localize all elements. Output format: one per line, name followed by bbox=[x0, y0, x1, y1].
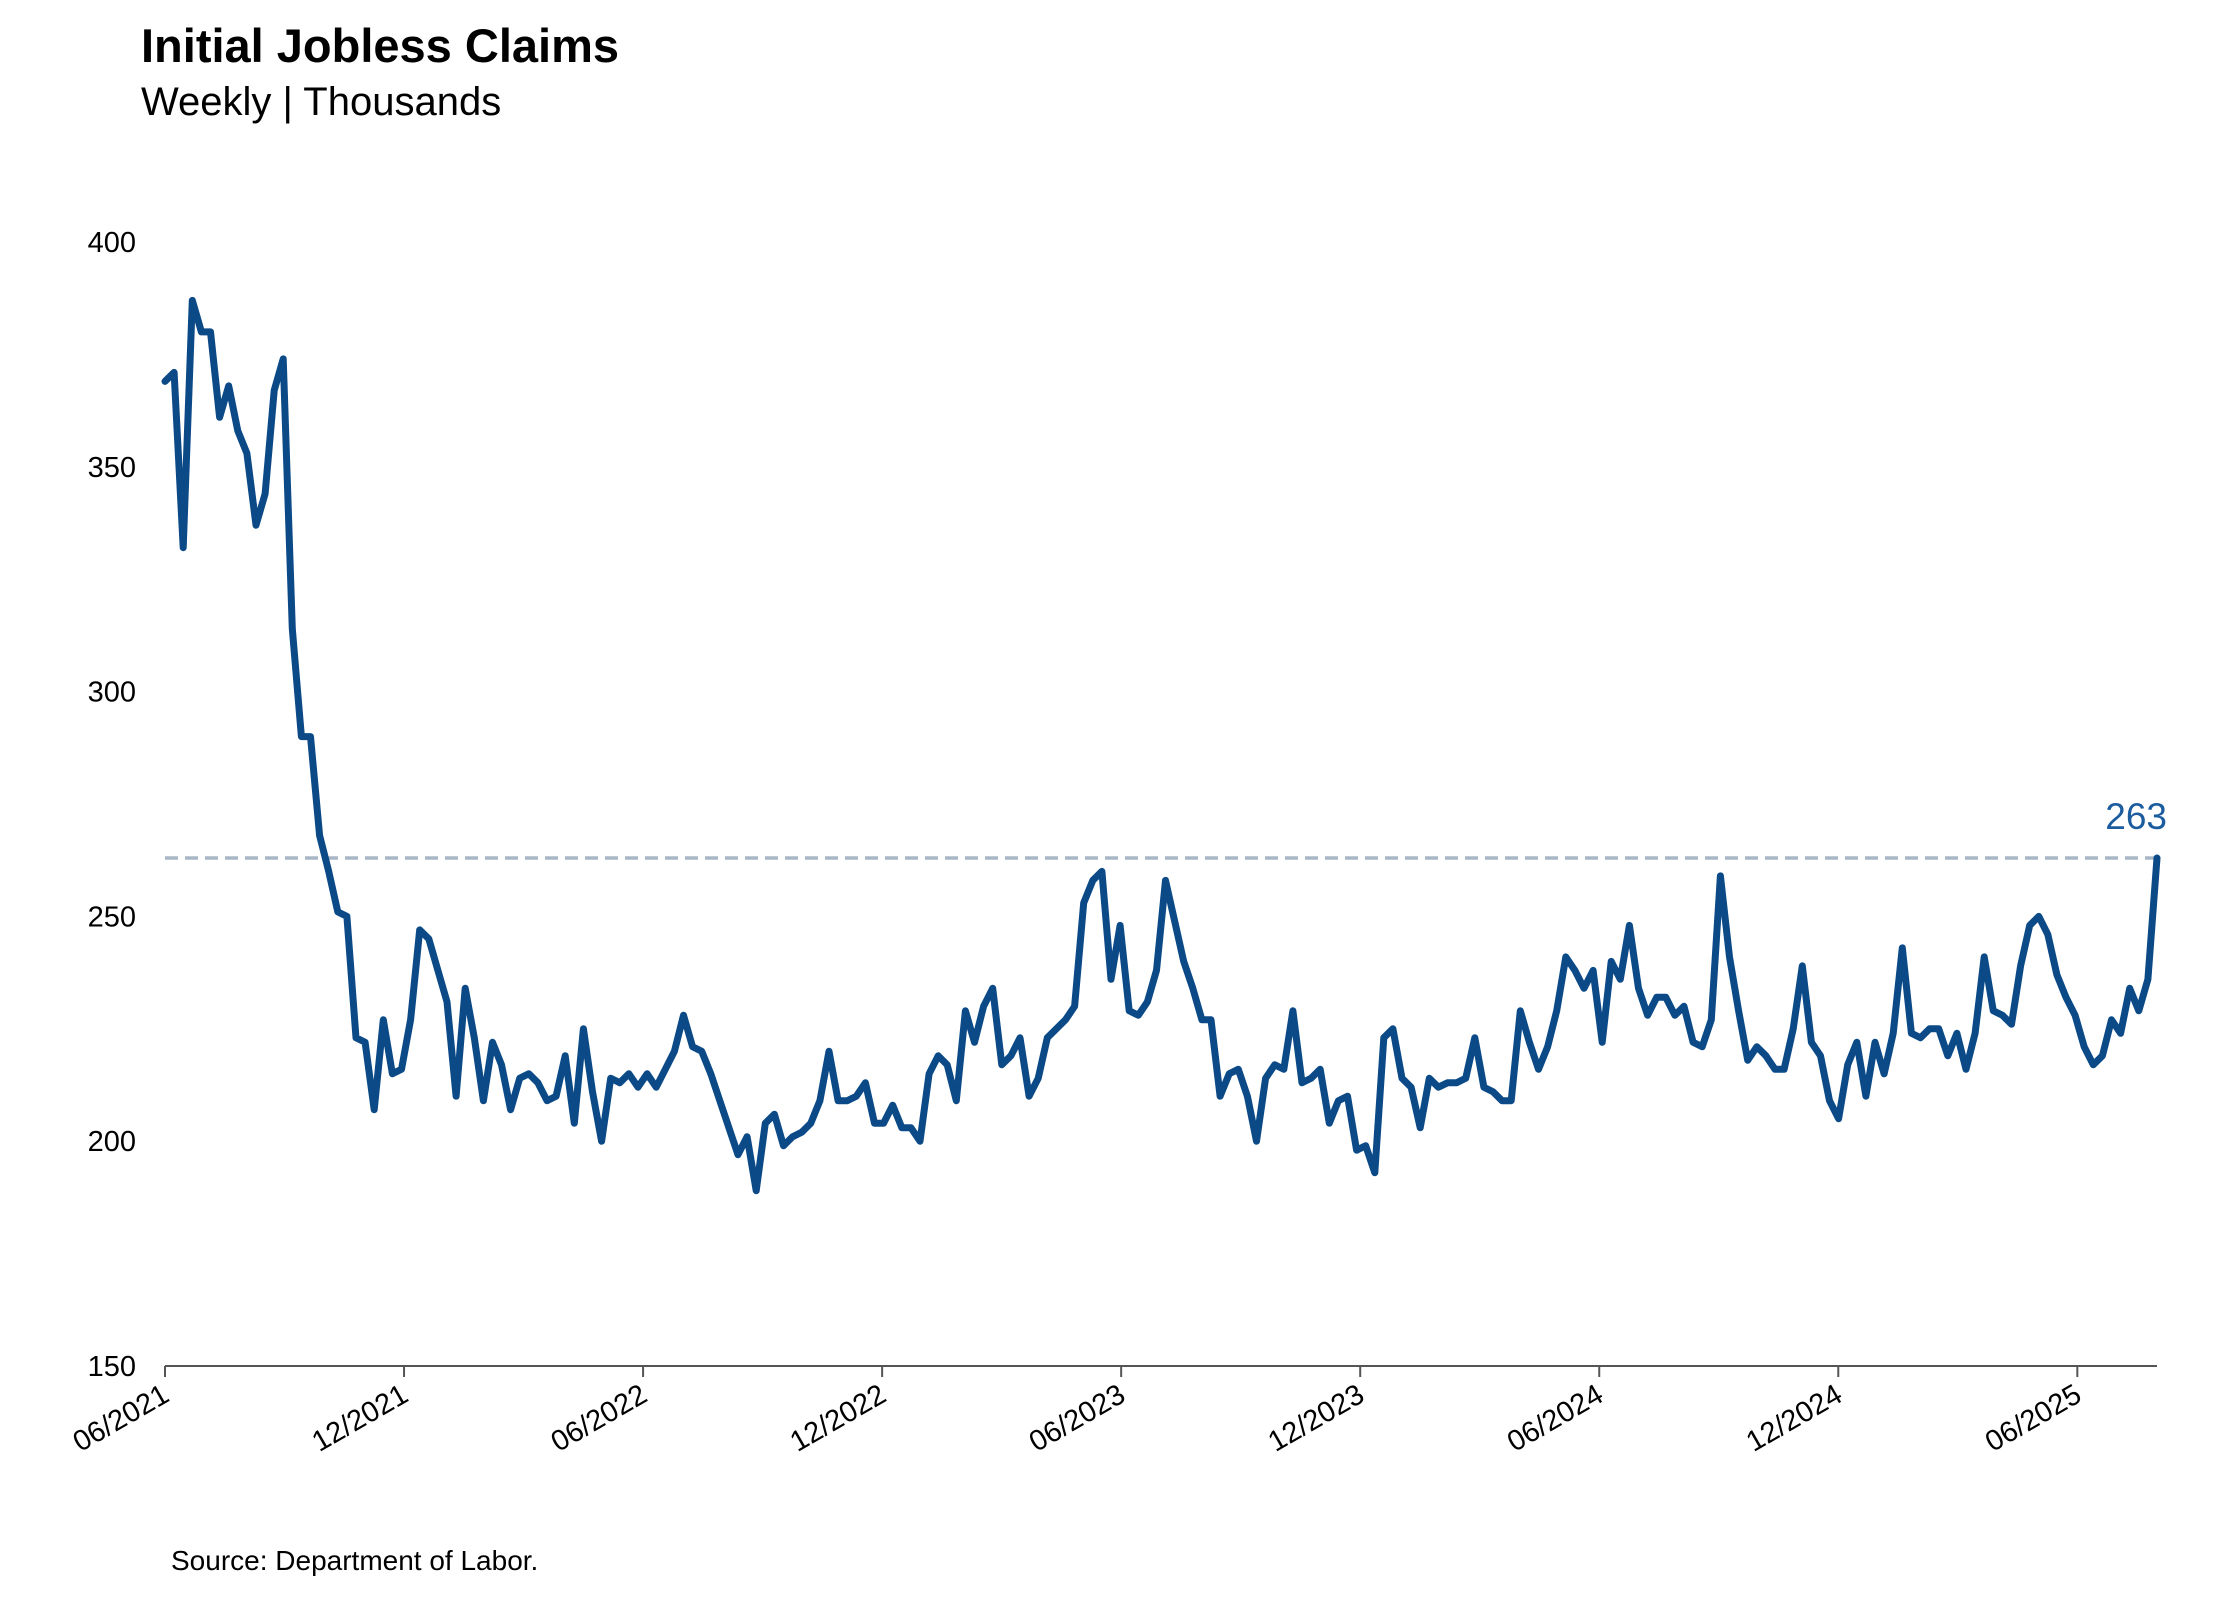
x-tick-label: 06/2022 bbox=[546, 1378, 653, 1458]
y-tick-label: 400 bbox=[88, 227, 136, 259]
x-tick-label: 12/2023 bbox=[1263, 1378, 1370, 1458]
x-tick-label: 12/2022 bbox=[785, 1378, 892, 1458]
series-line bbox=[161, 296, 2161, 1195]
y-axis: 150 200 250 300 350 400 bbox=[88, 227, 136, 1383]
x-tick-label: 12/2024 bbox=[1741, 1378, 1848, 1458]
x-tick-label: 06/2021 bbox=[68, 1378, 175, 1458]
chart-subtitle: Weekly | Thousands bbox=[141, 80, 502, 124]
reference-line-label: 263 bbox=[2105, 796, 2167, 837]
source-note: Source: Department of Labor. bbox=[171, 1545, 539, 1576]
reference-line-group: 263 bbox=[165, 796, 2167, 860]
x-tick-label: 06/2023 bbox=[1024, 1378, 1131, 1458]
y-tick-label: 350 bbox=[88, 452, 136, 484]
y-tick-label: 250 bbox=[88, 901, 136, 933]
x-tick-label: 12/2021 bbox=[307, 1378, 414, 1458]
y-tick-label: 150 bbox=[88, 1351, 136, 1383]
x-tick-label: 06/2025 bbox=[1980, 1378, 2087, 1458]
y-tick-label: 300 bbox=[88, 677, 136, 709]
x-tick-label: 06/2024 bbox=[1502, 1378, 1609, 1458]
y-tick-label: 200 bbox=[88, 1126, 136, 1158]
series-group bbox=[161, 296, 2161, 1195]
x-axis: 06/2021 12/2021 06/2022 12/2022 06/2023 12/20… bbox=[68, 1365, 2157, 1458]
chart-title: Initial Jobless Claims bbox=[141, 19, 620, 72]
